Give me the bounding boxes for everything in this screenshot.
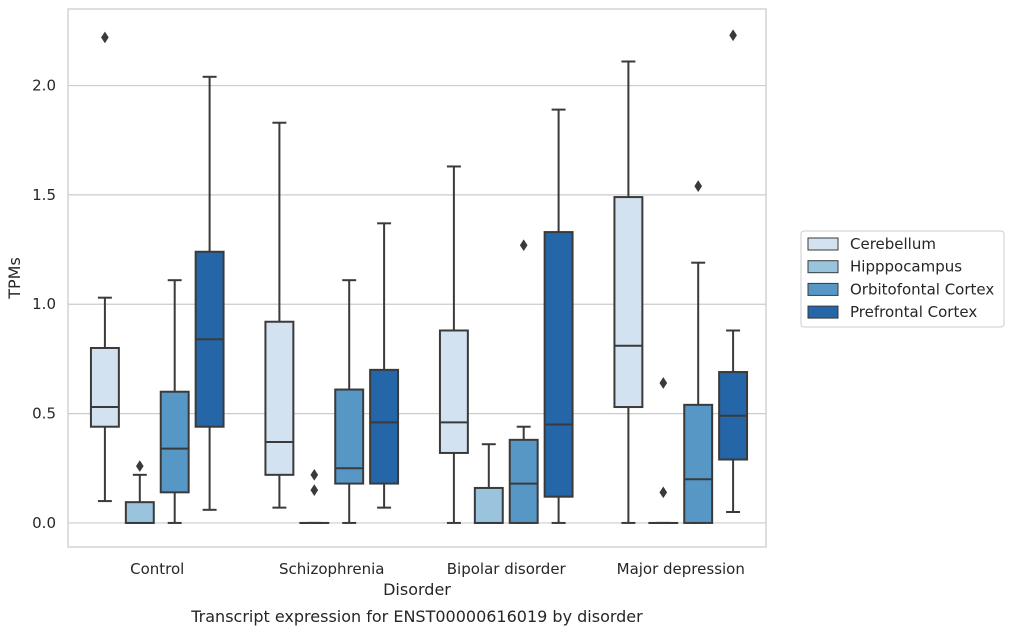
box-hipppocampus [299, 468, 330, 524]
outlier-point [659, 486, 668, 499]
box-prefrontal-cortex [543, 108, 574, 524]
box-orbitofontal-cortex [508, 239, 539, 524]
outlier-point [101, 31, 109, 44]
box-prefrontal-cortex [369, 222, 400, 509]
y-tick-label: 1.5 [32, 186, 56, 204]
x-tick-label: Bipolar disorder [447, 560, 567, 578]
x-axis-title: Disorder [383, 580, 451, 599]
y-tick-label: 0.5 [32, 405, 56, 423]
legend-swatch [807, 305, 839, 319]
x-tick-label: Major depression [617, 560, 745, 578]
box-prefrontal-cortex [718, 29, 749, 514]
outlier-point [659, 377, 668, 389]
y-tick-labels: 0.0 0.5 1.0 1.5 2.0 [32, 77, 56, 532]
legend-swatch [807, 282, 839, 296]
box-body [89, 346, 120, 428]
box-cerebellum [613, 60, 644, 524]
legend-swatch [807, 260, 839, 274]
box-body [124, 501, 155, 524]
box-orbitofontal-cortex [159, 279, 190, 524]
y-tick-label: 0.0 [32, 514, 56, 532]
y-tick-label: 1.0 [32, 295, 56, 313]
x-tick-labels: Control Schizophrenia Bipolar disorder Majo… [130, 560, 745, 578]
legend: Cerebellum Hipppocampus Orbitofontal Corte… [800, 230, 1005, 328]
box-body [264, 320, 295, 476]
box-hipppocampus [648, 377, 679, 524]
y-axis-title: TPMs [5, 257, 24, 300]
box-body [334, 388, 365, 485]
box-body [159, 390, 190, 494]
box-body [613, 196, 644, 409]
box-orbitofontal-cortex [683, 180, 714, 524]
x-tick-label: Schizophrenia [279, 560, 384, 578]
legend-label: Orbitofontal Cortex [850, 280, 994, 298]
outlier-point [310, 468, 319, 481]
legend-swatch [807, 237, 839, 251]
box-cerebellum [264, 121, 295, 509]
box-prefrontal-cortex [194, 75, 225, 511]
outlier-point [729, 29, 737, 42]
figure-caption: Transcript expression for ENST0000061601… [190, 607, 643, 626]
box-body [473, 486, 504, 524]
box-body [508, 438, 539, 524]
x-tick-label: Control [130, 560, 184, 578]
outlier-point [694, 180, 703, 192]
box-orbitofontal-cortex [334, 279, 365, 524]
box-cerebellum [438, 165, 469, 524]
legend-label: Hipppocampus [850, 258, 962, 276]
legend-label: Cerebellum [850, 235, 936, 253]
box-hipppocampus [124, 460, 155, 524]
legend-frame [800, 230, 1005, 328]
box-body [543, 231, 574, 498]
box-body [683, 403, 714, 524]
boxes [89, 29, 749, 524]
legend-label: Prefrontal Cortex [850, 303, 977, 321]
box-body [438, 329, 469, 454]
outlier-point [519, 239, 528, 252]
y-tick-label: 2.0 [32, 77, 56, 95]
outlier-point [310, 484, 319, 496]
box-cerebellum [89, 31, 120, 503]
outlier-point [135, 460, 144, 472]
box-body [369, 368, 400, 485]
box-hipppocampus [473, 443, 504, 524]
